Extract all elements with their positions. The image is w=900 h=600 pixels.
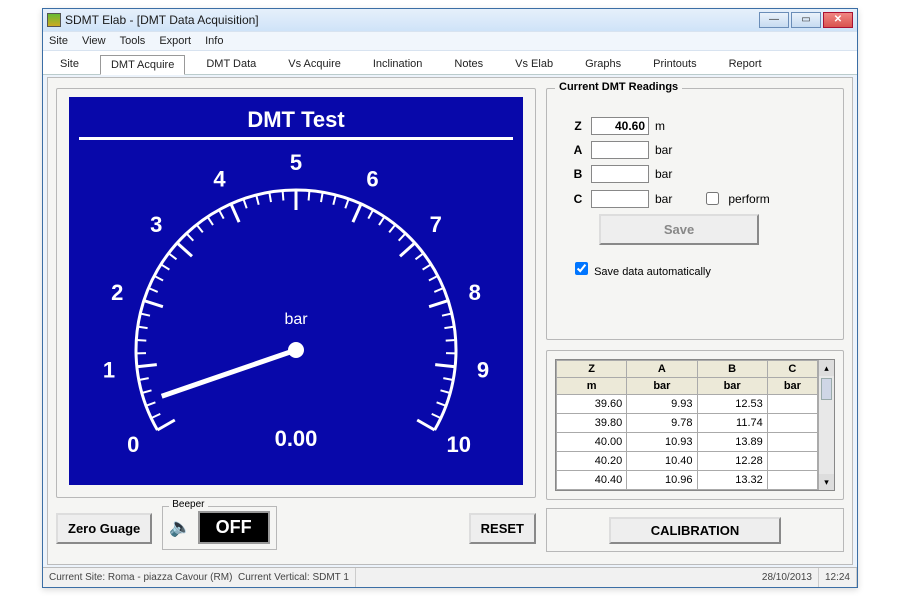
- readings-table[interactable]: ZABCmbarbarbar39.609.9312.5339.809.7811.…: [556, 360, 818, 490]
- status-site: Roma - piazza Cavour (RM): [108, 572, 232, 583]
- z-input[interactable]: [591, 117, 649, 135]
- control-row: Zero Guage Beeper 🔈 OFF RESET: [56, 504, 536, 552]
- a-unit: bar: [655, 143, 672, 157]
- z-unit: m: [655, 119, 665, 133]
- b-unit: bar: [655, 167, 672, 181]
- gauge-title: DMT Test: [79, 103, 513, 140]
- b-label: B: [571, 167, 585, 181]
- svg-text:7: 7: [430, 212, 442, 237]
- tab-site[interactable]: Site: [49, 54, 90, 74]
- svg-text:10: 10: [447, 432, 471, 457]
- menu-tools[interactable]: Tools: [120, 35, 146, 47]
- menu-export[interactable]: Export: [159, 35, 191, 47]
- status-vertical: SDMT 1: [312, 572, 349, 583]
- content-area: DMT Test 0 1 2 3 4 5 6 7 8 9 10 bar 0.00 Zero Guage …: [47, 77, 853, 565]
- scroll-thumb[interactable]: [821, 378, 832, 400]
- calibration-button[interactable]: CALIBRATION: [609, 517, 782, 544]
- c-unit: bar: [655, 192, 672, 206]
- tab-notes[interactable]: Notes: [443, 54, 494, 74]
- autosave-label: Save data automatically: [594, 266, 711, 278]
- gauge-panel: DMT Test 0 1 2 3 4 5 6 7 8 9 10 bar 0.00: [69, 97, 523, 485]
- close-button[interactable]: ✕: [823, 12, 853, 28]
- save-button[interactable]: Save: [599, 214, 759, 245]
- c-input[interactable]: [591, 190, 649, 208]
- beeper-group: Beeper 🔈 OFF: [162, 506, 276, 550]
- perform-checkbox[interactable]: [706, 192, 719, 205]
- tab-vs-elab[interactable]: Vs Elab: [504, 54, 564, 74]
- tab-vs-acquire[interactable]: Vs Acquire: [277, 54, 352, 74]
- speaker-icon[interactable]: 🔈: [169, 517, 191, 538]
- svg-text:9: 9: [477, 358, 489, 383]
- status-time: 12:24: [819, 568, 857, 587]
- app-icon: [47, 13, 61, 27]
- autosave-checkbox[interactable]: [575, 262, 588, 275]
- svg-text:6: 6: [366, 166, 378, 191]
- svg-text:1: 1: [103, 358, 115, 383]
- scroll-down-icon[interactable]: ▾: [819, 474, 834, 490]
- gauge-group: DMT Test 0 1 2 3 4 5 6 7 8 9 10 bar 0.00: [56, 88, 536, 498]
- status-vertical-label: Current Vertical:: [238, 572, 310, 583]
- status-bar: Current Site: Roma - piazza Cavour (RM) …: [43, 567, 857, 587]
- tab-printouts[interactable]: Printouts: [642, 54, 707, 74]
- tab-report[interactable]: Report: [718, 54, 773, 74]
- a-label: A: [571, 143, 585, 157]
- status-date: 28/10/2013: [756, 568, 819, 587]
- menu-view[interactable]: View: [82, 35, 106, 47]
- table-scrollbar[interactable]: ▴ ▾: [818, 360, 834, 490]
- app-window: SDMT Elab - [DMT Data Acquisition] — ▭ ✕…: [42, 8, 858, 588]
- scroll-up-icon[interactable]: ▴: [819, 360, 834, 376]
- svg-text:bar: bar: [284, 311, 308, 328]
- b-input[interactable]: [591, 165, 649, 183]
- window-title: SDMT Elab - [DMT Data Acquisition]: [65, 13, 259, 27]
- tab-graphs[interactable]: Graphs: [574, 54, 632, 74]
- maximize-button[interactable]: ▭: [791, 12, 821, 28]
- z-label: Z: [571, 119, 585, 133]
- beeper-off-button[interactable]: OFF: [198, 511, 270, 544]
- svg-text:0: 0: [127, 432, 139, 457]
- a-input[interactable]: [591, 141, 649, 159]
- table-group: ZABCmbarbarbar39.609.9312.5339.809.7811.…: [546, 350, 844, 500]
- zero-gauge-button[interactable]: Zero Guage: [56, 513, 152, 544]
- status-site-label: Current Site:: [49, 572, 105, 583]
- perform-label: perform: [728, 192, 769, 206]
- menu-info[interactable]: Info: [205, 35, 223, 47]
- menu-bar: Site View Tools Export Info: [43, 31, 857, 51]
- title-bar[interactable]: SDMT Elab - [DMT Data Acquisition] — ▭ ✕: [43, 9, 857, 31]
- readings-title: Current DMT Readings: [555, 81, 682, 93]
- svg-text:3: 3: [150, 212, 162, 237]
- readings-group: Current DMT Readings Z m A bar B bar C b…: [546, 88, 844, 340]
- gauge-dial: 0 1 2 3 4 5 6 7 8 9 10 bar 0.00: [76, 140, 516, 480]
- svg-text:5: 5: [290, 150, 302, 175]
- beeper-label: Beeper: [169, 499, 207, 510]
- tab-dmt-acquire[interactable]: DMT Acquire: [100, 55, 185, 75]
- minimize-button[interactable]: —: [759, 12, 789, 28]
- tab-inclination[interactable]: Inclination: [362, 54, 434, 74]
- reset-button[interactable]: RESET: [469, 513, 536, 544]
- calibration-group: CALIBRATION: [546, 508, 844, 552]
- menu-site[interactable]: Site: [49, 35, 68, 47]
- svg-text:4: 4: [213, 166, 226, 191]
- c-label: C: [571, 192, 585, 206]
- svg-text:0.00: 0.00: [275, 426, 318, 451]
- tab-bar: Site DMT Acquire DMT Data Vs Acquire Inclina…: [43, 51, 857, 75]
- tab-dmt-data[interactable]: DMT Data: [195, 54, 267, 74]
- svg-text:8: 8: [469, 280, 481, 305]
- svg-text:2: 2: [111, 280, 123, 305]
